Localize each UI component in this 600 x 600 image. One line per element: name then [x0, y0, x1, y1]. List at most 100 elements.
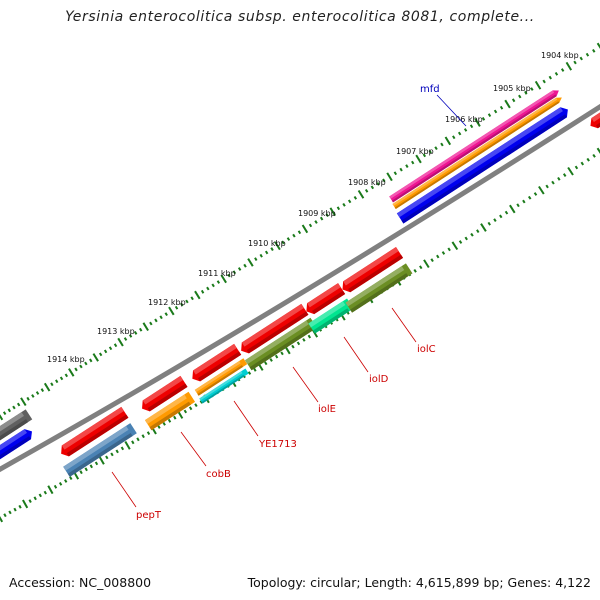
inner-tick: [476, 229, 480, 234]
inner-tick: [33, 496, 37, 501]
outer-tick: [139, 327, 143, 332]
outer-tick: [353, 195, 358, 200]
outer-tick: [220, 274, 227, 284]
gene-label-iolE[interactable]: iolE: [318, 404, 336, 415]
outer-tick: [227, 273, 231, 278]
gene-mfd-blue[interactable]: [396, 105, 571, 224]
inner-tick: [509, 204, 516, 214]
outer-tick: [206, 286, 210, 291]
gene-red-6[interactable]: [339, 247, 404, 295]
outer-tick: [370, 185, 375, 190]
outer-tick: [297, 230, 302, 235]
inner-tick: [264, 361, 268, 366]
outer-tick: [469, 124, 474, 129]
gene-label-group: mfd pepT cobB YE1713 iolE iolD iolC: [136, 84, 440, 521]
outer-tick: [59, 376, 64, 381]
inner-tick: [447, 247, 451, 252]
gene-YE1713-cyan[interactable]: [199, 368, 249, 404]
outer-tick: [342, 202, 346, 207]
tick-label: 1906 kbp: [445, 115, 483, 124]
gene-mfd-magenta[interactable]: [389, 88, 561, 203]
inner-tick: [296, 341, 301, 346]
inner-tick: [493, 218, 497, 222]
gene-label-mfd[interactable]: mfd: [420, 84, 440, 95]
outer-tick: [382, 178, 386, 183]
tick-label: 1911 kbp: [198, 269, 236, 278]
inner-tick: [464, 236, 468, 241]
outer-tick: [43, 382, 51, 392]
gene-red-3[interactable]: [189, 343, 242, 384]
outer-tick: [74, 367, 78, 372]
gene-red-1[interactable]: [58, 406, 129, 459]
outer-tick: [20, 397, 27, 407]
gene-label-iolC[interactable]: iolC: [417, 344, 436, 355]
inner-tick: [253, 367, 257, 372]
gene-left-gray[interactable]: [0, 409, 33, 447]
outer-tick: [142, 322, 149, 332]
inner-tick: [586, 157, 590, 162]
gene-iolD[interactable]: [308, 298, 354, 334]
tick-label: 1914 kbp: [47, 355, 85, 364]
outer-tick: [128, 334, 133, 338]
outer-tick: [154, 318, 158, 323]
iolC-leader: [391, 307, 417, 343]
outer-tick: [123, 337, 128, 341]
genome-summary: Topology: circular; Length: 4,615,899 bp…: [247, 575, 591, 590]
gene-left-blue[interactable]: [0, 426, 35, 464]
inner-tick: [38, 493, 42, 498]
inner-tick: [419, 265, 423, 270]
inner-tick: [504, 210, 509, 215]
gene-red-5[interactable]: [303, 283, 346, 317]
gene-red-2[interactable]: [138, 375, 188, 414]
inner-tick: [183, 409, 188, 414]
inner-tick: [110, 452, 114, 457]
inner-tick: [115, 449, 119, 454]
gene-cobB[interactable]: [144, 391, 196, 431]
tick-label: 1910 kbp: [248, 239, 286, 248]
gene-label-cobB[interactable]: cobB: [206, 469, 231, 480]
outer-tick: [585, 52, 590, 57]
inner-tick: [274, 354, 279, 359]
outer-tick: [264, 250, 269, 255]
outer-tick: [487, 113, 492, 118]
outer-tick: [493, 109, 498, 114]
tick-label: 1905 kbp: [493, 84, 531, 93]
outer-tick: [329, 207, 336, 217]
gene-iolC[interactable]: [345, 263, 413, 313]
outer-tick: [50, 382, 54, 387]
outer-tick: [534, 80, 542, 90]
outer-tick: [108, 346, 113, 351]
inner-tick: [141, 434, 145, 439]
inner-tick: [146, 431, 151, 436]
inner-tick: [580, 161, 585, 166]
outer-tick: [0, 414, 4, 421]
gene-label-pepT[interactable]: pepT: [136, 510, 162, 521]
gene-red-4[interactable]: [238, 303, 309, 356]
outer-tick: [2, 411, 7, 416]
outer-tick: [55, 379, 59, 384]
inner-tick: [269, 358, 273, 362]
outer-tick: [405, 164, 409, 168]
gene-mfd-orange[interactable]: [392, 95, 563, 209]
outer-tick: [428, 149, 432, 154]
inner-tick: [105, 455, 109, 460]
gene-iolE[interactable]: [245, 317, 317, 371]
gene-label-iolD[interactable]: iolD: [369, 374, 389, 385]
outer-tick: [524, 90, 528, 95]
outer-tick: [411, 160, 415, 165]
gene-label-YE1713[interactable]: YE1713: [258, 439, 297, 450]
YE1713-leader: [233, 400, 259, 437]
inner-tick: [470, 232, 474, 237]
outer-tick: [133, 330, 138, 335]
outer-tick: [243, 263, 247, 268]
inner-tick: [136, 437, 140, 442]
inner-tick: [499, 214, 503, 219]
outer-tick: [117, 337, 124, 347]
gene-pepT[interactable]: [63, 423, 137, 477]
outer-tick: [103, 349, 108, 354]
gene-YE1713-orange[interactable]: [194, 358, 248, 396]
inner-tick: [79, 470, 83, 475]
outer-tick: [357, 189, 365, 199]
